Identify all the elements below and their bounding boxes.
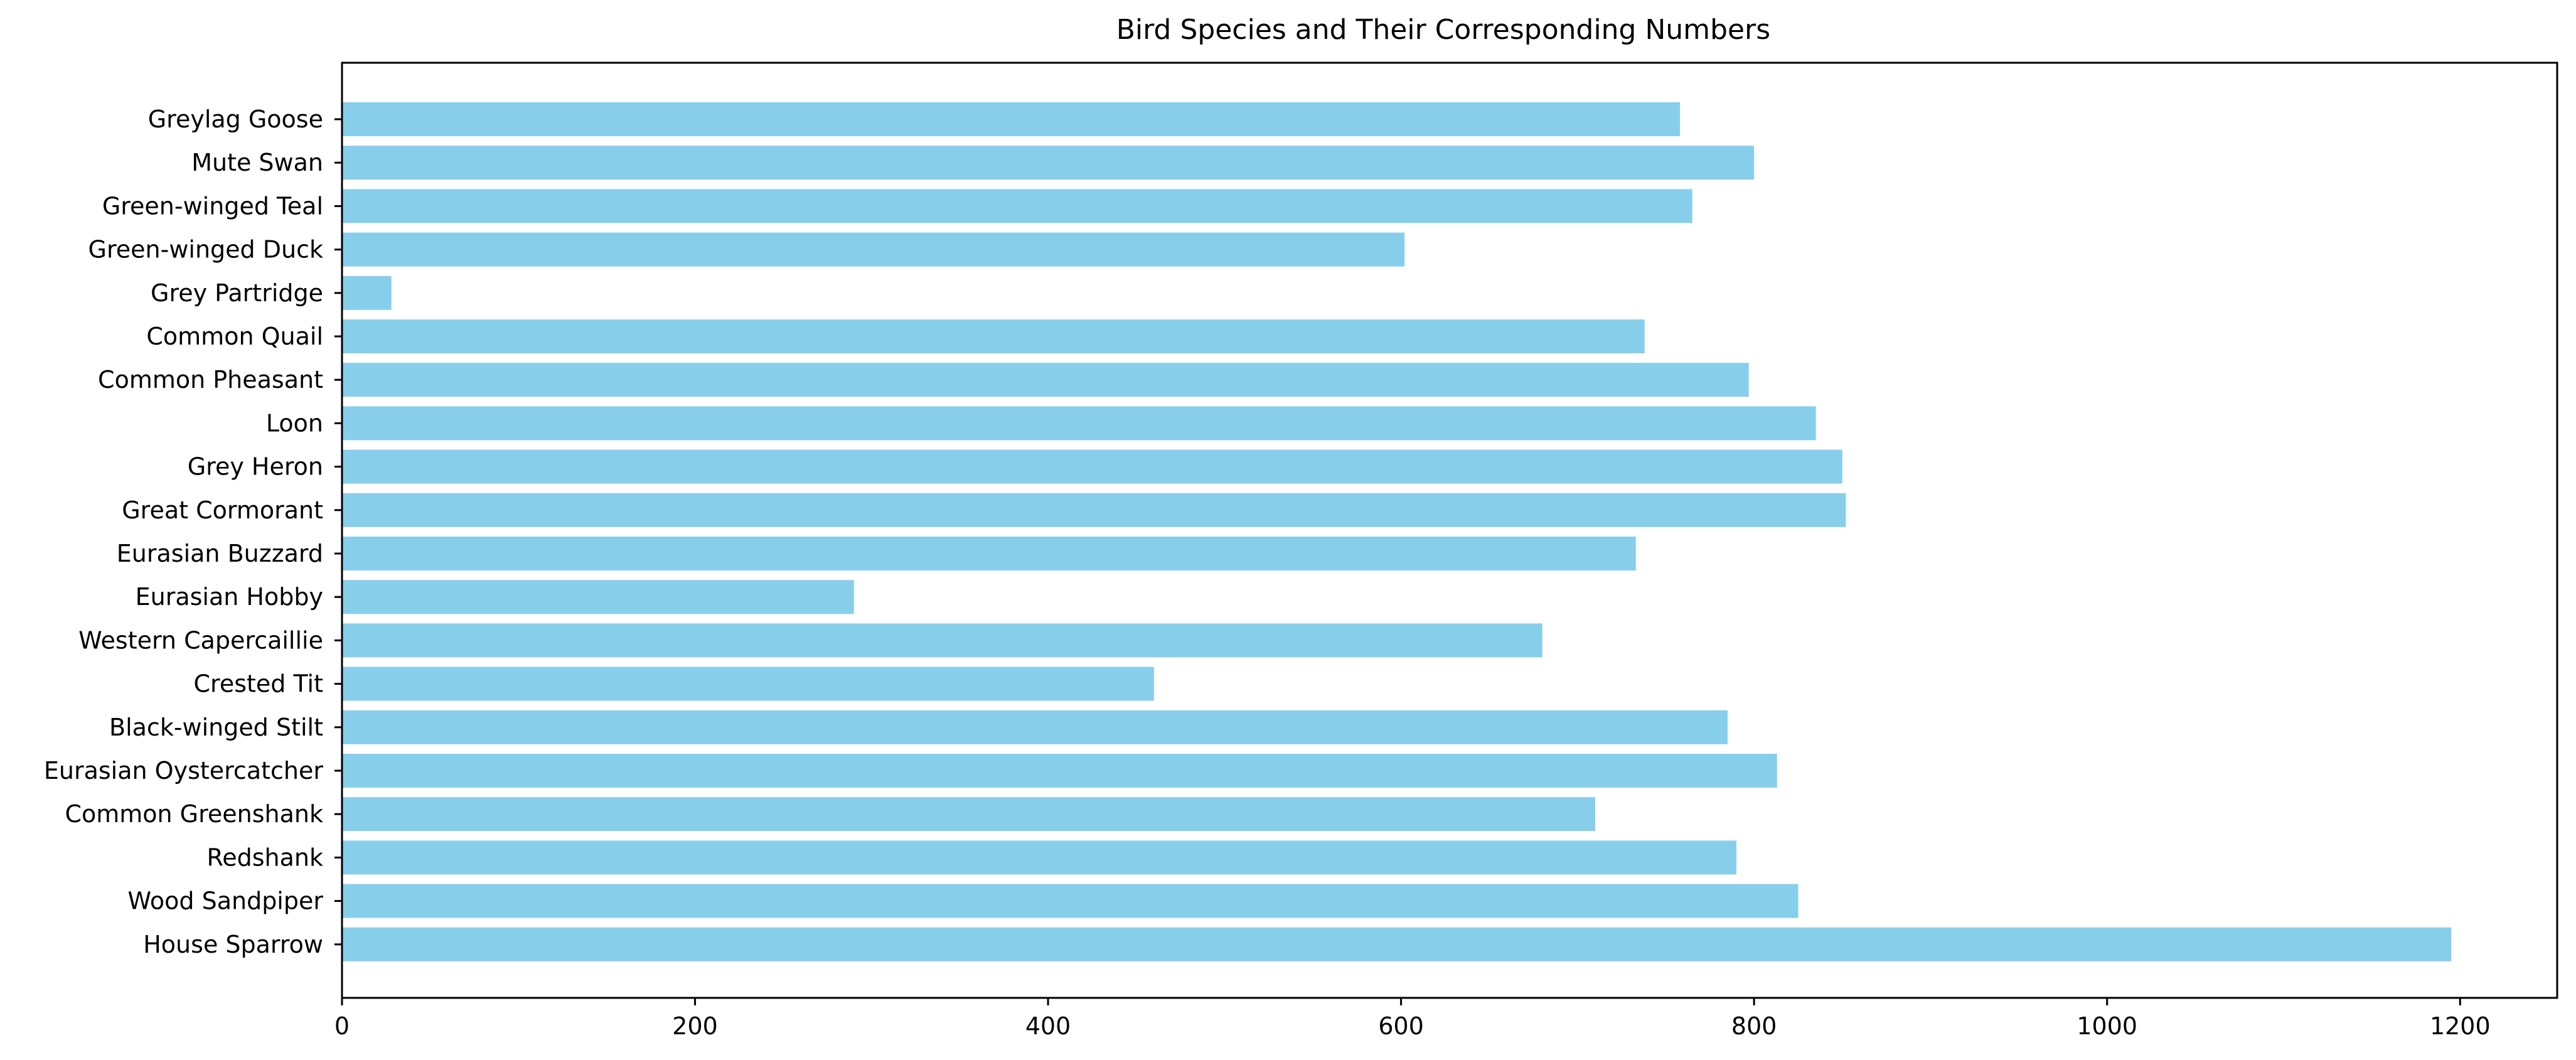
bar xyxy=(342,580,854,614)
y-tick-label: Eurasian Oystercatcher xyxy=(44,757,324,784)
y-tick-label: Wood Sandpiper xyxy=(128,887,324,915)
bar xyxy=(342,449,1842,484)
bar xyxy=(342,232,1405,267)
bar xyxy=(342,927,2452,961)
y-tick-label: Great Cormorant xyxy=(122,496,323,524)
bar xyxy=(342,884,1798,918)
plot-area-frame xyxy=(341,62,2558,999)
y-tick-label: Redshank xyxy=(207,843,323,871)
y-tick-label: Common Quail xyxy=(146,323,323,350)
bar xyxy=(342,146,1755,180)
x-tick-label: 0 xyxy=(334,1012,350,1040)
y-tick-label: Crested Tit xyxy=(194,670,323,698)
chart-title: Bird Species and Their Corresponding Num… xyxy=(1116,14,1770,46)
bar xyxy=(342,363,1749,397)
x-axis-ticks: 0 200 400 600 800 1000 1200 xyxy=(334,998,2491,1040)
bar xyxy=(342,276,392,310)
y-tick-label: Common Greenshank xyxy=(65,800,323,828)
bar xyxy=(342,710,1728,744)
y-tick-label: Eurasian Buzzard xyxy=(117,540,323,567)
x-tick-label: 400 xyxy=(1025,1012,1071,1040)
x-tick-label: 1000 xyxy=(2076,1012,2137,1040)
bar xyxy=(342,754,1777,788)
x-tick-label: 800 xyxy=(1731,1012,1777,1040)
bar xyxy=(342,189,1692,223)
bar xyxy=(342,667,1154,701)
y-tick-label: Grey Partridge xyxy=(151,279,323,307)
bar xyxy=(342,493,1846,527)
x-tick-label: 200 xyxy=(672,1012,718,1040)
bar xyxy=(342,797,1596,832)
bar xyxy=(342,537,1636,570)
x-tick-label: 600 xyxy=(1378,1012,1424,1040)
y-axis-labels: Greylag Goose Mute Swan Green-winged Teal G… xyxy=(44,105,342,958)
bar xyxy=(342,319,1645,353)
y-tick-label: Western Capercaillie xyxy=(78,626,323,654)
bar xyxy=(342,102,1681,136)
bar xyxy=(342,406,1816,441)
bar xyxy=(342,840,1737,875)
y-tick-label: House Sparrow xyxy=(143,931,323,958)
y-tick-label: Eurasian Hobby xyxy=(136,583,323,611)
bars-layer xyxy=(342,102,2452,961)
y-tick-label: Loon xyxy=(266,409,323,437)
y-tick-label: Mute Swan xyxy=(191,149,323,176)
x-tick-label: 1200 xyxy=(2430,1012,2491,1040)
y-tick-label: Greylag Goose xyxy=(148,105,323,133)
y-tick-label: Black-winged Stilt xyxy=(109,714,323,741)
y-tick-label: Green-winged Teal xyxy=(102,192,323,220)
y-tick-label: Green-winged Duck xyxy=(88,236,323,264)
bar xyxy=(342,623,1542,658)
y-tick-label: Grey Heron xyxy=(188,453,323,481)
y-tick-label: Common Pheasant xyxy=(98,366,323,393)
